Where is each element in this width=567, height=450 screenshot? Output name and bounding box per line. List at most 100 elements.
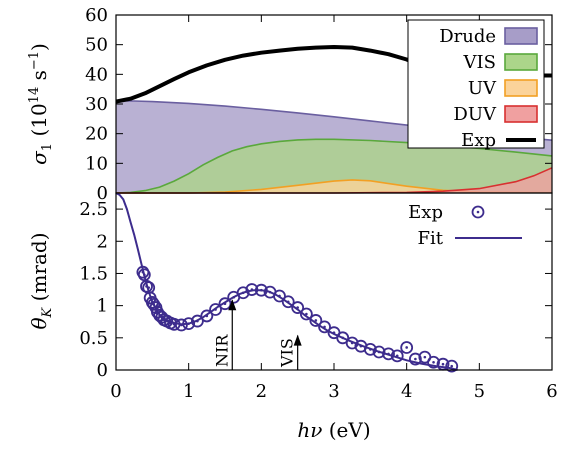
exp-point xyxy=(299,307,313,321)
y-tick-label: 20 xyxy=(85,124,108,145)
exp-point-dot xyxy=(143,273,146,277)
y-tick-label: 40 xyxy=(85,64,108,85)
kerr-x-ticks: 0 1 2 3 4 5 6 xyxy=(110,363,558,402)
exp-point-dot xyxy=(405,346,408,349)
uv-area xyxy=(116,179,552,193)
exp-point xyxy=(408,352,422,366)
duv-area xyxy=(116,167,552,193)
exp-point-ring xyxy=(273,289,286,303)
legend-label-uv: UV xyxy=(468,78,497,99)
exp-point-dot xyxy=(286,300,290,304)
exp-point xyxy=(363,343,377,356)
exp-point-dot xyxy=(369,348,372,351)
exp-point xyxy=(345,336,359,350)
y-tick-label: 60 xyxy=(85,5,108,26)
x-tick-label: 6 xyxy=(546,381,557,402)
exp-point-dot xyxy=(187,322,190,325)
exp-point-dot xyxy=(359,344,363,348)
exp-point-ring xyxy=(167,317,181,331)
exp-point-dot xyxy=(223,302,227,306)
exp-point xyxy=(218,297,232,311)
kerr-panel: NIR VIS 0 0.5 1 1.5 2 2.5 0 1 2 3 4 5 6 θK (mrad) hν… xyxy=(27,192,558,442)
legend-swatch-drude xyxy=(504,27,538,45)
exp-point-ring xyxy=(363,343,377,356)
exp-point-ring xyxy=(281,295,295,309)
exp-point-dot xyxy=(196,319,199,323)
legend-swatch-vis xyxy=(504,53,538,71)
y-tick-label: 10 xyxy=(85,153,108,174)
exp-point xyxy=(254,283,268,297)
exp-point xyxy=(336,331,350,345)
exp-point xyxy=(273,289,286,303)
y-tick-label: 1 xyxy=(97,296,108,317)
legend-label-exp: Exp xyxy=(461,130,496,151)
x-axis-label: hν (eV) xyxy=(297,418,370,442)
exp-point-dot xyxy=(180,323,183,327)
vis-arrow-head xyxy=(293,334,302,346)
x-tick-label: 0 xyxy=(110,381,121,402)
exp-point-ring xyxy=(218,297,232,311)
exp-point-dot xyxy=(141,270,145,274)
legend-label-exp: Exp xyxy=(408,202,443,223)
exp-point-dot xyxy=(278,294,281,298)
conductivity-y-axis-label: σ1 (1014 s−1) xyxy=(27,43,55,165)
exp-point-dot xyxy=(214,308,217,311)
exp-point-dot xyxy=(441,362,445,366)
kerr-legend: Exp Fit xyxy=(408,202,522,249)
exp-point-dot xyxy=(395,354,399,358)
exp-point-dot xyxy=(205,314,209,318)
vis-annotation-label: VIS xyxy=(278,338,297,368)
conductivity-legend-items: Drude VIS UV DUV Exp xyxy=(439,26,538,151)
kerr-annotations: NIR VIS xyxy=(212,299,302,370)
exp-point-ring xyxy=(318,320,331,334)
exp-point-dot xyxy=(423,355,427,359)
exp-point-dot xyxy=(172,323,176,326)
y-tick-label: 1.5 xyxy=(79,263,108,284)
exp-point xyxy=(281,295,295,309)
exp-point-dot xyxy=(241,291,245,295)
exp-point-dot xyxy=(432,360,435,364)
exp-point xyxy=(182,317,196,331)
exp-point-ring xyxy=(427,355,440,369)
exp-point-ring xyxy=(408,352,422,366)
exp-point-ring xyxy=(254,283,268,297)
exp-point-ring xyxy=(190,314,204,328)
x-tick-label: 5 xyxy=(474,381,485,402)
exp-point-dot xyxy=(268,290,272,294)
y-tick-label: 50 xyxy=(85,35,108,56)
exp-point-dot xyxy=(377,350,381,354)
exp-point xyxy=(318,320,331,334)
x-tick-label: 1 xyxy=(183,381,194,402)
y-tick-label: 30 xyxy=(85,94,108,115)
x-tick-label: 2 xyxy=(256,381,267,402)
exp-point xyxy=(400,341,414,354)
legend-swatch-exp xyxy=(471,205,485,219)
exp-point-ring xyxy=(236,286,250,300)
exp-point-ring xyxy=(137,268,151,282)
exp-point xyxy=(390,349,404,363)
exp-point-dot xyxy=(350,341,354,345)
legend-label-fit: Fit xyxy=(418,228,444,249)
exp-point-ring xyxy=(445,359,459,373)
legend-swatch-dot xyxy=(476,210,480,214)
exp-point-ring xyxy=(200,309,214,323)
exp-point xyxy=(382,347,395,361)
exp-point-ring xyxy=(309,314,323,327)
y-tick-label: 0 xyxy=(97,183,108,204)
exp-point-dot xyxy=(162,318,166,322)
exp-point-dot xyxy=(145,285,148,288)
exp-point-dot xyxy=(232,295,236,299)
exp-point-ring xyxy=(174,318,188,332)
exp-point xyxy=(309,314,323,327)
exp-point-dot xyxy=(147,286,150,289)
exp-point-dot xyxy=(387,352,390,356)
x-tick-label: 3 xyxy=(328,381,339,402)
exp-point xyxy=(167,317,181,331)
x-tick-label: 4 xyxy=(401,381,412,402)
exp-point-ring xyxy=(291,301,305,314)
legend-swatch-duv xyxy=(504,105,538,123)
kerr-exp-points xyxy=(136,265,459,373)
exp-point-dot xyxy=(250,288,254,291)
exp-point-ring xyxy=(336,331,350,345)
